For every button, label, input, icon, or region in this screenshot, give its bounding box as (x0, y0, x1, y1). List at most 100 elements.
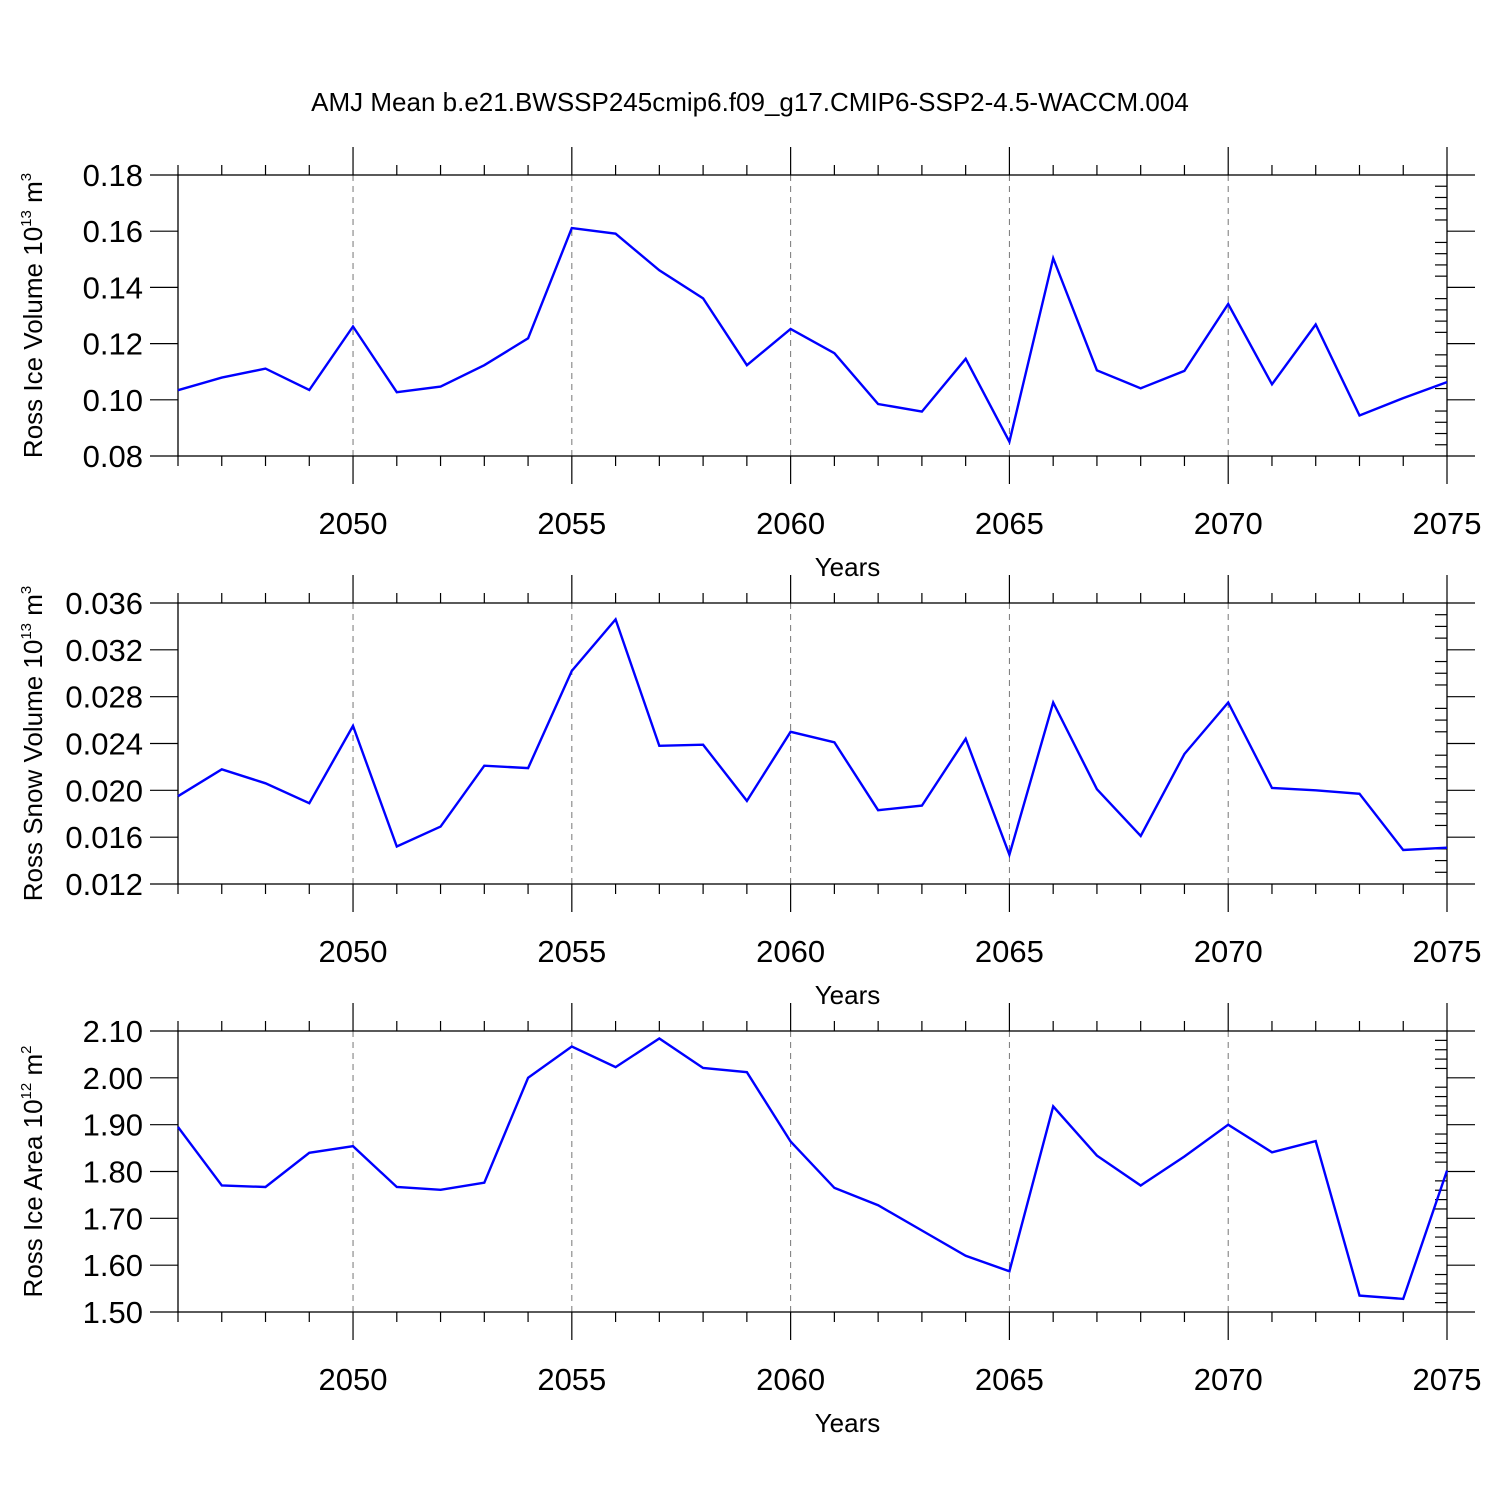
data-point (1095, 787, 1099, 791)
x-tick-label: 2075 (1413, 1362, 1482, 1397)
data-point (439, 385, 443, 389)
data-point (1007, 853, 1011, 857)
data-point (789, 730, 793, 734)
plot-frame (177, 602, 1448, 885)
data-point (614, 1065, 618, 1069)
data-point (789, 327, 793, 331)
data-point (701, 1066, 705, 1070)
data-point (570, 669, 574, 673)
data-point (264, 367, 268, 371)
data-point (920, 804, 924, 808)
x-tick-label: 2070 (1194, 934, 1263, 969)
data-point (1401, 396, 1405, 400)
x-tick-label: 2065 (975, 506, 1044, 541)
x-tick-label: 2075 (1413, 506, 1482, 541)
y-tick-label: 0.12 (83, 327, 143, 362)
x-axis-title: Years (815, 980, 881, 1010)
y-tick-label: 2.00 (83, 1061, 143, 1096)
data-point (264, 1185, 268, 1189)
x-tick-label: 2075 (1413, 934, 1482, 969)
chart-panel-1: 2050 2055 2060 2065 2070 2075 Years 0.08 0.10 0.1… (18, 147, 1481, 582)
x-tick-label: 2055 (537, 506, 606, 541)
data-point (657, 744, 661, 748)
data-point (526, 1076, 530, 1080)
x-tick-label: 2065 (975, 1362, 1044, 1397)
x-tick-label: 2060 (756, 1362, 825, 1397)
data-point (920, 1229, 924, 1233)
data-point (351, 324, 355, 328)
data-point (745, 363, 749, 367)
data-point (1357, 1294, 1361, 1298)
data-point (657, 268, 661, 272)
data-point (439, 825, 443, 829)
data-point (395, 1185, 399, 1189)
data-point (482, 764, 486, 768)
data-point (920, 410, 924, 414)
series-line (177, 226, 1448, 446)
data-point (395, 390, 399, 394)
x-tick-label: 2070 (1194, 1362, 1263, 1397)
data-point (832, 351, 836, 355)
data-point (482, 363, 486, 367)
x-tick-label: 2065 (975, 934, 1044, 969)
chart-panel-3: 2050 2055 2060 2065 2070 2075 Years 1.50 1.60 1.7… (18, 1003, 1481, 1438)
data-point (1007, 1269, 1011, 1273)
x-axis-title: Years (815, 1408, 881, 1438)
data-point (1270, 382, 1274, 386)
y-tick-label: 0.028 (65, 680, 143, 715)
data-point (1401, 848, 1405, 852)
y-tick-label: 0.032 (65, 633, 143, 668)
data-point (1139, 386, 1143, 390)
data-point (832, 1186, 836, 1190)
x-tick-label: 2050 (319, 1362, 388, 1397)
data-point (832, 740, 836, 744)
data-point (176, 794, 180, 798)
data-point (745, 1070, 749, 1074)
series-line (177, 617, 1448, 859)
data-point (745, 799, 749, 803)
data-point (876, 1203, 880, 1207)
y-axis-title: Ross Snow Volume 1013 m3 (18, 586, 48, 902)
data-point (964, 737, 968, 741)
data-point (526, 766, 530, 770)
plot-frame (177, 174, 1448, 457)
x-tick-label: 2050 (319, 506, 388, 541)
data-point (701, 296, 705, 300)
plot-frame (177, 1030, 1448, 1313)
data-point (526, 336, 530, 340)
data-point (1007, 440, 1011, 444)
y-tick-label: 0.10 (83, 383, 143, 418)
data-point (1226, 701, 1230, 705)
data-point (876, 808, 880, 812)
x-tick-label: 2060 (756, 934, 825, 969)
y-tick-label: 1.60 (83, 1248, 143, 1283)
data-point (1357, 414, 1361, 418)
y-tick-label: 0.16 (83, 214, 143, 249)
data-point (307, 388, 311, 392)
y-tick-label: 1.80 (83, 1155, 143, 1190)
data-point (220, 376, 224, 380)
data-point (1314, 788, 1318, 792)
x-axis-title: Years (815, 552, 881, 582)
data-point (1357, 792, 1361, 796)
data-point (570, 226, 574, 230)
y-tick-label: 2.10 (83, 1014, 143, 1049)
data-point (964, 357, 968, 361)
y-tick-label: 1.50 (83, 1295, 143, 1330)
data-point (1051, 256, 1055, 260)
data-point (1270, 1150, 1274, 1154)
data-point (1226, 1123, 1230, 1127)
data-point (307, 1151, 311, 1155)
data-point (1314, 322, 1318, 326)
data-point (1182, 1155, 1186, 1159)
y-tick-label: 1.70 (83, 1201, 143, 1236)
data-point (1182, 369, 1186, 373)
figure-title: AMJ Mean b.e21.BWSSP245cmip6.f09_g17.CMI… (311, 87, 1189, 117)
data-point (1401, 1297, 1405, 1301)
data-point (1139, 834, 1143, 838)
data-point (964, 1254, 968, 1258)
y-tick-label: 0.036 (65, 586, 143, 621)
data-point (1095, 1154, 1099, 1158)
data-point (220, 767, 224, 771)
